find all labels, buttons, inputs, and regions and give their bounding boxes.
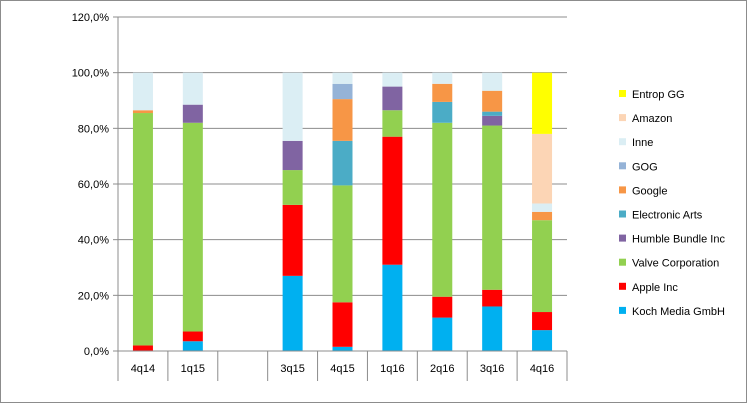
legend-swatch bbox=[619, 114, 626, 122]
bar-segment bbox=[432, 101, 453, 123]
x-tick-label: 3q16 bbox=[480, 363, 504, 375]
legend-label: Google bbox=[632, 185, 667, 197]
y-tick-labels: 0,0% 20,0% 40,0% 60,0% 80,0% 100,0% 120,0% bbox=[72, 12, 110, 358]
bar-segment bbox=[282, 204, 303, 276]
bar-segment bbox=[432, 296, 453, 318]
bar-segment bbox=[132, 72, 153, 111]
legend-label: Entrop GG bbox=[632, 89, 685, 101]
bar-segment bbox=[182, 331, 203, 342]
bar-segment bbox=[432, 122, 453, 297]
bar-segment bbox=[182, 122, 203, 332]
bar-segment bbox=[132, 345, 153, 351]
bar-segment bbox=[432, 83, 453, 102]
bar-segment bbox=[532, 312, 553, 331]
legend-label: Electronic Arts bbox=[632, 210, 703, 222]
legend-swatch bbox=[619, 90, 626, 97]
bar-segment bbox=[532, 220, 553, 313]
bar-segment bbox=[332, 83, 353, 100]
x-tick-label: 2q16 bbox=[430, 363, 454, 375]
y-tick-label: 80,0% bbox=[78, 123, 109, 135]
bar-segment bbox=[382, 110, 403, 137]
bar-segment bbox=[332, 99, 353, 141]
bar-segment bbox=[432, 72, 453, 84]
bar-segment bbox=[332, 302, 353, 347]
bar-segment bbox=[132, 113, 153, 346]
bar-segment bbox=[282, 170, 303, 205]
legend-swatch bbox=[619, 234, 626, 242]
bar-segment bbox=[482, 72, 503, 91]
legend-swatch bbox=[619, 138, 626, 146]
legend-label: Humble Bundle Inc bbox=[632, 234, 725, 246]
bar-segment bbox=[282, 72, 303, 141]
legend-swatch bbox=[619, 210, 626, 218]
bar-segment bbox=[132, 110, 153, 114]
legend-swatch bbox=[619, 306, 626, 314]
bar-segment bbox=[282, 140, 303, 171]
bar-segment bbox=[482, 90, 503, 112]
bar-segment bbox=[332, 72, 353, 84]
bar-segment bbox=[532, 211, 553, 221]
x-tick-label: 4q15 bbox=[330, 363, 354, 375]
x-tick-label: 4q16 bbox=[530, 363, 554, 375]
bar-segment bbox=[382, 72, 403, 87]
bar-segment bbox=[532, 133, 553, 204]
bar-segment bbox=[332, 140, 353, 186]
bar-segment bbox=[182, 104, 203, 123]
y-tick-label: 0,0% bbox=[84, 346, 109, 358]
legend-label: Apple Inc bbox=[632, 282, 678, 294]
bar-segment bbox=[382, 264, 403, 351]
legend-label: Koch Media GmbH bbox=[632, 306, 725, 318]
bar-segment bbox=[332, 185, 353, 303]
x-tick-label: 1q16 bbox=[380, 363, 404, 375]
bar-segment bbox=[532, 203, 553, 212]
x-tick-label: 3q15 bbox=[280, 363, 304, 375]
legend-swatch bbox=[619, 186, 626, 194]
bar-segment bbox=[482, 306, 503, 351]
bar-segment bbox=[282, 275, 303, 351]
y-tick-label: 40,0% bbox=[78, 235, 109, 247]
x-tick-label: 1q15 bbox=[181, 363, 205, 375]
legend-label: GOG bbox=[632, 161, 658, 173]
bar-segment bbox=[532, 72, 553, 134]
legend-swatch bbox=[619, 162, 626, 170]
x-tick-labels: 4q14 1q15 3q15 4q15 1q16 2q16 3q16 4q16 bbox=[131, 363, 555, 375]
legend-label: Inne bbox=[632, 137, 653, 149]
y-tick-label: 20,0% bbox=[78, 290, 109, 302]
legend: Entrop GG Amazon Inne GOG Google Electronic A… bbox=[619, 89, 725, 318]
bar-segment bbox=[382, 136, 403, 265]
bar-segment bbox=[482, 111, 503, 116]
legend-swatch bbox=[619, 258, 626, 266]
y-tick-label: 120,0% bbox=[72, 12, 110, 24]
bar-segment bbox=[482, 125, 503, 290]
legend-label: Amazon bbox=[632, 113, 672, 125]
bar-segment bbox=[482, 289, 503, 307]
bar-segment bbox=[432, 317, 453, 351]
y-tick-label: 100,0% bbox=[72, 68, 110, 80]
legend-swatch bbox=[619, 282, 626, 290]
bar-segment bbox=[332, 346, 353, 351]
bar-segment bbox=[382, 86, 403, 111]
bar-segment bbox=[532, 330, 553, 351]
axes bbox=[113, 16, 568, 381]
x-tick-label: 4q14 bbox=[131, 363, 155, 375]
bar-segment bbox=[182, 341, 203, 351]
y-tick-label: 60,0% bbox=[78, 179, 109, 191]
legend-label: Valve Corporation bbox=[632, 258, 719, 270]
bars bbox=[132, 72, 553, 351]
bar-segment bbox=[182, 72, 203, 105]
bar-segment bbox=[482, 115, 503, 126]
